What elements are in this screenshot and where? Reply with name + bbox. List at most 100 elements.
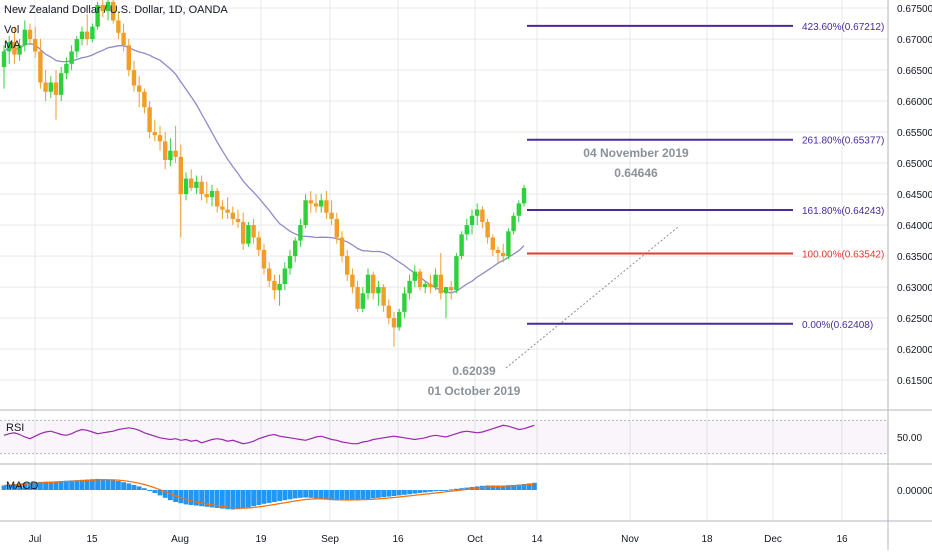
- macd-histogram-bar: [454, 488, 459, 490]
- macd-histogram-bar: [428, 490, 433, 492]
- macd-histogram-bar: [396, 490, 402, 496]
- macd-histogram-bar: [126, 483, 132, 490]
- candle-body: [183, 178, 189, 195]
- macd-histogram-bar: [443, 490, 449, 491]
- macd-tick-label: 0.00000: [897, 486, 932, 497]
- macd-histogram-bar: [209, 490, 215, 508]
- macd-histogram-bar: [64, 480, 69, 490]
- y-tick-label: 0.65000: [897, 159, 932, 170]
- candle-body: [371, 274, 376, 294]
- candle-body: [74, 39, 79, 52]
- ma-indicator-label[interactable]: MA: [4, 39, 21, 51]
- candle-body: [116, 20, 121, 33]
- macd-histogram-bar: [235, 490, 241, 510]
- candle-body: [469, 215, 475, 226]
- macd-histogram-bar: [74, 480, 80, 490]
- x-tick-label: 16: [836, 534, 848, 545]
- candle-body: [376, 287, 381, 294]
- candle-body: [345, 256, 350, 275]
- y-tick-label: 0.63000: [897, 283, 932, 294]
- macd-histogram-bar: [516, 484, 522, 490]
- candle-body: [261, 249, 267, 269]
- candle-body: [495, 249, 501, 253]
- y-tick-label: 0.61500: [897, 376, 932, 387]
- candle-body: [485, 221, 490, 238]
- y-tick-label: 0.66500: [897, 66, 932, 77]
- x-tick-label: Dec: [764, 534, 782, 545]
- macd-histogram-bar: [240, 490, 246, 509]
- candle-body: [152, 132, 157, 136]
- macd-histogram-bar: [417, 490, 423, 493]
- y-tick-label: 0.63500: [897, 252, 932, 263]
- macd-histogram-bar: [204, 490, 210, 507]
- candle-body: [428, 283, 433, 288]
- candle-body: [215, 190, 220, 207]
- candle-body: [464, 225, 469, 235]
- macd-histogram-bar: [422, 490, 428, 493]
- candle-body: [126, 45, 131, 71]
- macd-signal-line: [3, 478, 535, 509]
- y-tick-label: 0.67500: [897, 4, 932, 15]
- candle-body: [298, 225, 303, 241]
- candle-body: [303, 200, 308, 226]
- macd-histogram-bar: [246, 490, 251, 508]
- macd-histogram-bar: [391, 490, 397, 496]
- candle-body: [157, 135, 163, 142]
- macd-histogram-bar: [329, 490, 334, 501]
- macd-histogram-bar: [230, 490, 236, 510]
- x-tick-label: Aug: [171, 534, 189, 545]
- high-date-annotation: 04 November 2019: [583, 146, 689, 160]
- candle-body: [308, 200, 313, 204]
- macd-histogram-bar: [1, 485, 7, 490]
- macd-histogram-bar: [459, 488, 464, 490]
- macd-histogram-bar: [27, 482, 33, 490]
- x-tick-label: Oct: [467, 534, 483, 545]
- candle-body: [339, 237, 345, 257]
- macd-histogram-bar: [334, 490, 340, 501]
- candle-body: [293, 240, 298, 257]
- macd-histogram-bar: [412, 490, 418, 494]
- macd-histogram-bar: [116, 481, 121, 490]
- macd-histogram-bar: [178, 490, 184, 504]
- candle-body: [27, 29, 33, 40]
- macd-histogram-bar: [225, 490, 230, 510]
- candle-body: [173, 150, 178, 157]
- macd-panel: 0.00000: [1, 478, 932, 510]
- rsi-label: RSI: [6, 422, 24, 434]
- fib-level-label: 100.00%(0.63542): [802, 249, 884, 260]
- macd-histogram-bar: [292, 490, 298, 499]
- macd-histogram-bar: [313, 490, 319, 499]
- candle-body: [178, 156, 183, 195]
- x-tick-label: 14: [531, 534, 543, 545]
- candle-body: [459, 234, 464, 257]
- candle-body: [417, 271, 423, 288]
- macd-histogram-bar: [183, 490, 189, 505]
- macd-histogram-bar: [53, 481, 59, 490]
- macd-histogram-bar: [521, 484, 527, 490]
- volume-indicator-label[interactable]: Vol: [4, 24, 20, 36]
- macd-histogram-bar: [303, 490, 308, 498]
- macd-histogram-bar: [350, 490, 355, 500]
- candle-body: [105, 1, 111, 12]
- macd-histogram-bar: [287, 490, 293, 500]
- macd-histogram-bar: [376, 490, 381, 498]
- candle-body: [287, 256, 293, 269]
- x-tick-label: 16: [392, 534, 404, 545]
- y-tick-label: 0.67000: [897, 35, 932, 46]
- candle-body: [480, 209, 485, 222]
- candle-body: [433, 274, 438, 288]
- candle-body: [241, 221, 246, 244]
- candle-body: [423, 283, 428, 288]
- candle-body: [360, 293, 365, 309]
- macd-histogram-bar: [251, 490, 256, 507]
- macd-histogram-bar: [43, 481, 48, 490]
- macd-histogram-bar: [168, 490, 173, 501]
- candle-body: [48, 82, 53, 92]
- candle-body: [225, 209, 230, 213]
- macd-histogram-bar: [79, 479, 85, 490]
- macd-histogram-bar: [324, 490, 329, 500]
- macd-histogram-bar: [84, 479, 90, 490]
